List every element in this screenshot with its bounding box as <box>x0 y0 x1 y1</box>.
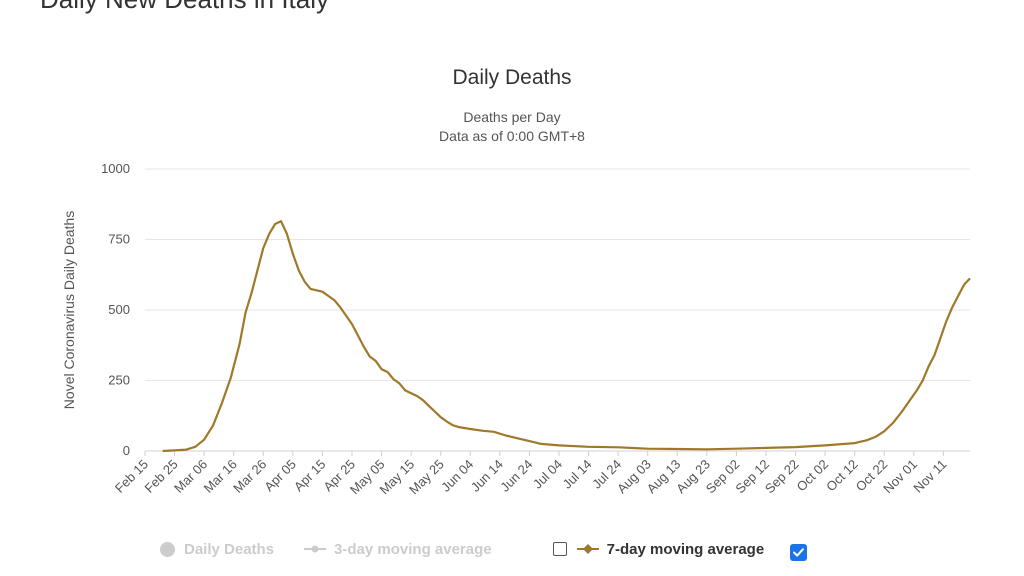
x-tick-label: Jul 14 <box>560 457 595 492</box>
circle-marker-icon <box>160 541 175 557</box>
diamond-line-marker-icon <box>576 544 599 554</box>
x-tick-label: Apr 05 <box>261 457 299 495</box>
y-tick-label: 750 <box>108 232 130 247</box>
x-tick-label: Jun 14 <box>468 457 506 495</box>
y-axis-ticks: 0 250 500 750 1000 <box>101 161 130 458</box>
chart-subtitle-line-2: Data as of 0:00 GMT+8 <box>439 128 585 144</box>
chart-subtitle-line-1: Deaths per Day <box>463 109 560 125</box>
x-tick-label: Jun 24 <box>497 457 535 495</box>
y-tick-label: 1000 <box>101 161 130 176</box>
checkmark-icon <box>793 547 805 557</box>
y-tick-label: 250 <box>108 373 130 388</box>
legend-7day-label: 7-day moving average <box>606 540 765 558</box>
page-heading: Daily New Deaths in Italy <box>40 0 329 15</box>
x-tick-label: Nov 11 <box>910 457 949 496</box>
checkbox-3day-average[interactable] <box>552 542 567 556</box>
legend-7day-average[interactable]: 7-day moving average <box>576 540 765 558</box>
legend-3day-label: 3-day moving average <box>334 540 492 558</box>
series-layer <box>162 220 971 453</box>
legend-daily-deaths-label: Daily Deaths <box>184 540 275 558</box>
gridlines <box>145 168 970 452</box>
x-tick-label: Nov 01 <box>880 457 920 497</box>
legend-3day-average[interactable]: 3-day moving average <box>304 541 492 558</box>
x-tick-label: Mar 26 <box>230 457 269 496</box>
daily-deaths-chart: Daily Deaths Deaths per Day Data as of 0… <box>61 66 971 497</box>
legend-daily-deaths[interactable]: Daily Deaths <box>160 541 274 558</box>
y-tick-label: 500 <box>108 302 130 317</box>
x-tick-label: Oct 12 <box>823 457 861 495</box>
x-tick-label: Oct 02 <box>794 457 832 495</box>
series-line-7day-average <box>162 220 971 453</box>
chart-legend: Daily Deaths 3-day moving average 7-day … <box>160 536 808 562</box>
line-marker-icon <box>304 545 327 553</box>
x-tick-label: Jun 04 <box>438 457 476 495</box>
chart-title: Daily Deaths <box>452 66 571 89</box>
checkbox-7day-average[interactable] <box>790 543 808 561</box>
x-tick-label: Apr 15 <box>291 457 329 495</box>
x-tick-label: Sep 22 <box>762 457 802 497</box>
x-tick-label: Jul 04 <box>530 457 565 492</box>
y-axis-label: Novel Coronavirus Daily Deaths <box>61 211 77 409</box>
y-tick-label: 0 <box>123 443 130 458</box>
